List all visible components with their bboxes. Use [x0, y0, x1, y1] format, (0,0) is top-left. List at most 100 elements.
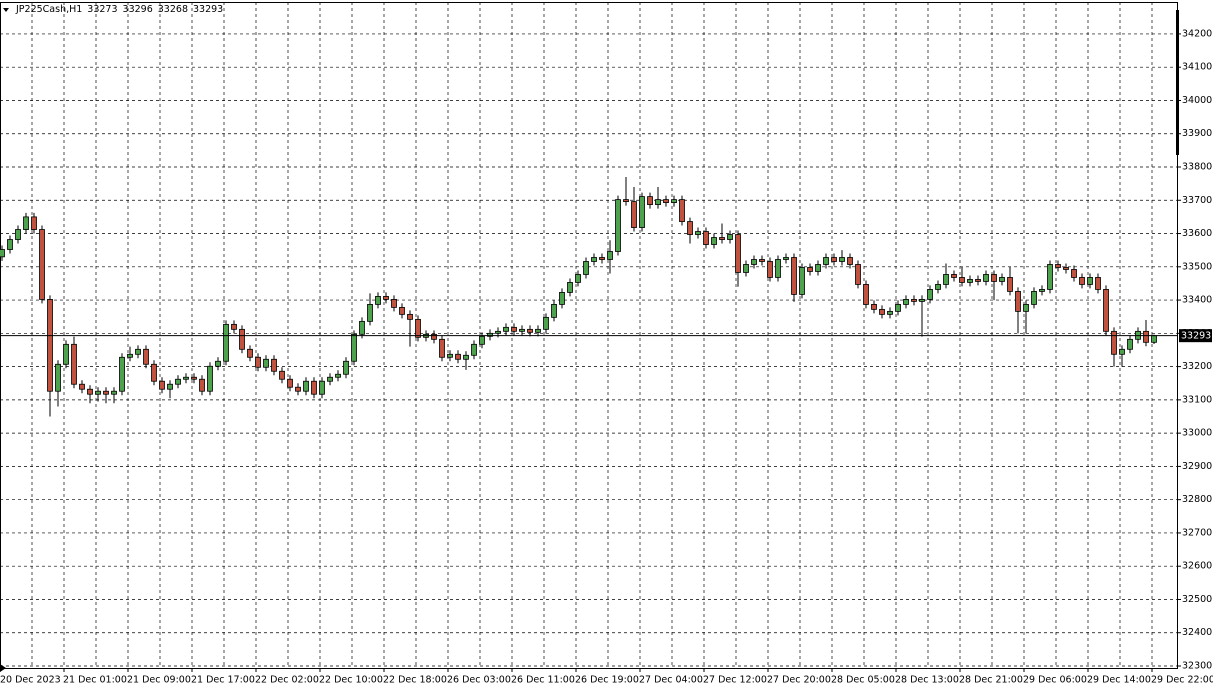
candle-body: [223, 323, 229, 362]
candle-body: [1079, 277, 1085, 285]
candle-body: [191, 376, 197, 380]
candle-body: [463, 354, 469, 360]
y-tick-label: 33800: [1182, 162, 1212, 173]
y-tick-label: 32500: [1182, 594, 1212, 605]
candle-body: [439, 338, 445, 358]
candle-body: [615, 199, 621, 252]
candle-body: [151, 363, 157, 382]
candle-body: [639, 196, 645, 228]
y-tick-label: 34100: [1182, 62, 1212, 73]
header-value: 33268: [158, 4, 188, 15]
candle-body: [95, 390, 101, 395]
candle-body: [1015, 291, 1021, 312]
x-tick-label: 27 Dec 20:00: [767, 675, 831, 686]
candle-body: [1119, 348, 1125, 355]
candle-body: [391, 299, 397, 308]
candle-body: [103, 390, 109, 395]
x-tick-label: 21 Dec 17:00: [191, 675, 255, 686]
scale-marker: [1176, 10, 1179, 155]
candle-body: [775, 259, 781, 278]
x-tick-label: 20 Dec 2023: [0, 675, 61, 686]
candle-body: [695, 231, 701, 235]
y-tick-label: 32700: [1182, 527, 1212, 538]
candle-body: [743, 264, 749, 273]
candle-body: [343, 360, 349, 375]
candle-body: [335, 373, 341, 378]
candle-body: [359, 320, 365, 335]
candle-body: [767, 261, 773, 278]
candle-body: [967, 279, 973, 283]
candle-body: [871, 303, 877, 310]
x-tick-label: 29 Dec 14:00: [1087, 675, 1151, 686]
candle-body: [263, 358, 269, 368]
candle-body: [351, 333, 357, 362]
candle-body: [271, 358, 277, 372]
candle-body: [903, 299, 909, 305]
candle-body: [1143, 330, 1149, 343]
candle-body: [111, 390, 117, 395]
candle-body: [31, 216, 37, 230]
candle-body: [703, 231, 709, 245]
candle-body: [535, 328, 541, 333]
candle-body: [1095, 277, 1101, 290]
candle-body: [887, 310, 893, 315]
price-label-bg: [1179, 329, 1212, 343]
candle-body: [71, 343, 77, 385]
candle-body: [1055, 264, 1061, 268]
candle-body: [631, 201, 637, 228]
candle-body: [1151, 335, 1157, 343]
candle-body: [287, 378, 293, 388]
candle-body: [407, 313, 413, 320]
candle-body: [655, 199, 661, 205]
candle-body: [879, 308, 885, 315]
x-tick-label: 29 Dec 06:00: [1023, 675, 1087, 686]
candle-body: [383, 296, 389, 300]
candle-body: [255, 356, 261, 368]
candle-body: [863, 284, 869, 305]
candle-body: [375, 296, 381, 305]
candle-body: [247, 348, 253, 358]
candle-body: [679, 199, 685, 222]
candle-body: [39, 229, 45, 300]
candle-body: [975, 279, 981, 282]
candle-body: [167, 383, 173, 390]
candle-body: [399, 306, 405, 315]
y-tick-label: 33600: [1182, 228, 1212, 239]
candle-body: [431, 333, 437, 340]
candle-body: [551, 303, 557, 318]
candle-body: [183, 376, 189, 380]
candle-body: [1039, 289, 1045, 292]
candle-body: [487, 332, 493, 337]
candle-body: [63, 343, 69, 365]
x-tick-label: 22 Dec 10:00: [319, 675, 383, 686]
candle-body: [295, 386, 301, 392]
candle-body: [943, 274, 949, 285]
candle-body: [855, 264, 861, 285]
candle-body: [895, 303, 901, 312]
candle-body: [231, 323, 237, 330]
candle-body: [327, 376, 333, 382]
candle-body: [983, 274, 989, 282]
y-tick-label: 32300: [1182, 661, 1212, 672]
candle-body: [727, 234, 733, 240]
y-tick-label: 32600: [1182, 561, 1212, 572]
candle-body: [23, 216, 29, 230]
y-tick-label: 33000: [1182, 428, 1212, 439]
candle-body: [367, 303, 373, 322]
candle-body: [519, 328, 525, 332]
candle-body: [823, 257, 829, 265]
candle-body: [599, 257, 605, 260]
y-tick-label: 33900: [1182, 128, 1212, 139]
x-tick-label: 27 Dec 04:00: [639, 675, 703, 686]
candle-body: [1007, 277, 1013, 292]
candle-body: [591, 257, 597, 262]
candle-body: [799, 267, 805, 295]
header-value: 33293: [193, 4, 223, 15]
candle-body: [415, 318, 421, 338]
candle-body: [759, 259, 765, 262]
candle-body: [783, 257, 789, 260]
candle-body: [159, 380, 165, 390]
candle-body: [607, 251, 613, 260]
candle-body: [663, 199, 669, 203]
